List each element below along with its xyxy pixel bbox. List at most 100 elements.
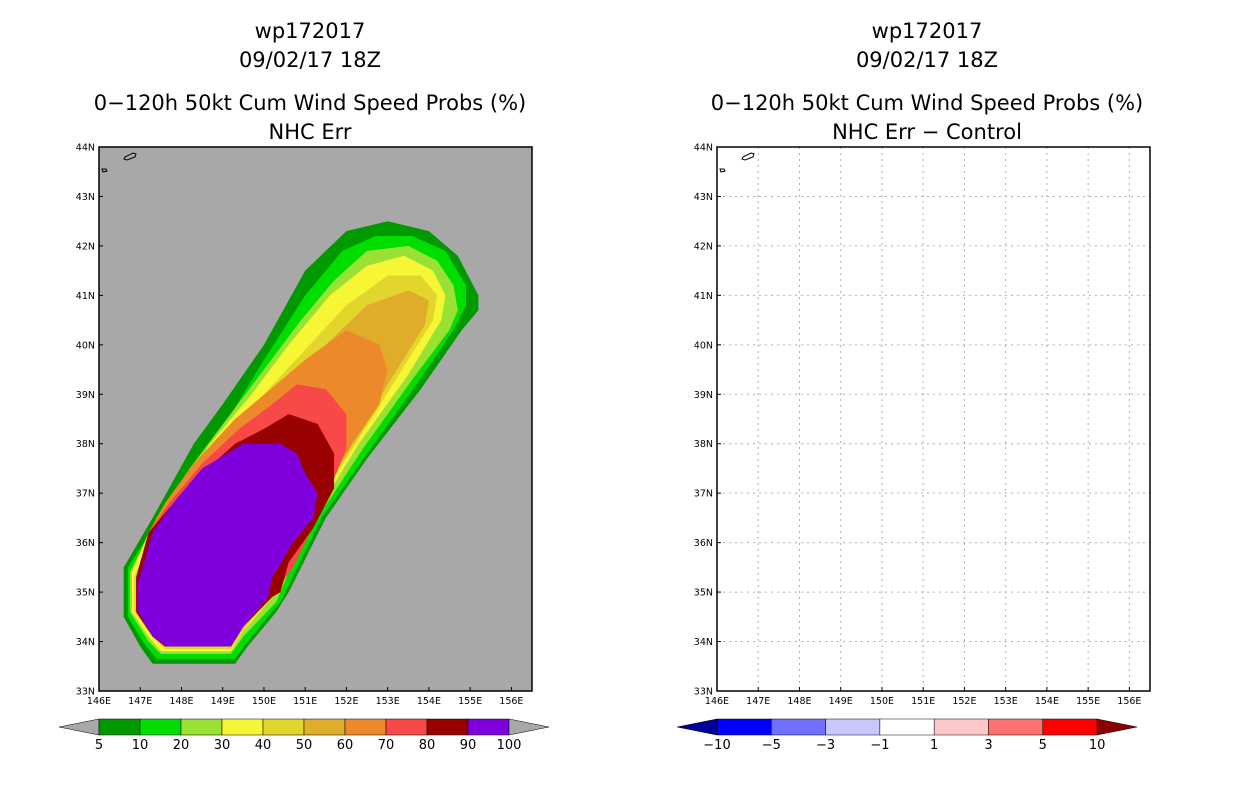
left-colorbar: 5 10 20 30 40 50 60 70 80 90 100 (58, 718, 550, 753)
x-tick-label: 154E (1035, 696, 1059, 707)
colorbar-segment (98, 718, 141, 736)
x-tick-label: 153E (994, 696, 1018, 707)
colorbar-segment (303, 718, 346, 736)
x-tick-label: 147E (128, 696, 152, 707)
left-y-ticks: 33N 34N 35N 36N 37N 38N 39N 40N 41N 42N 43N 44N (76, 143, 103, 698)
colorbar-under-triangle (58, 718, 100, 736)
colorbar-segment (933, 718, 989, 736)
y-tick-label: 42N (694, 241, 713, 252)
colorbar-label: 10 (1089, 738, 1106, 753)
left-island-small (101, 168, 108, 173)
y-tick-label: 42N (76, 241, 95, 252)
x-tick-label: 156E (499, 696, 523, 707)
y-tick-label: 33N (694, 687, 713, 698)
contour-90-percent (138, 443, 318, 647)
y-tick-label: 38N (76, 439, 95, 450)
colorbar-segment (825, 718, 881, 736)
x-tick-label: 149E (829, 696, 853, 707)
colorbar-label: −3 (816, 738, 835, 753)
colorbar-label: 20 (173, 738, 190, 753)
right-x-ticks: 146E 147E 148E 149E 150E 151E 152E 153E 154E 155E… (705, 687, 1141, 707)
y-tick-label: 41N (76, 291, 95, 302)
x-tick-label: 146E (705, 696, 729, 707)
y-tick-label: 40N (694, 340, 713, 351)
right-colorbar: −10 −5 −3 −1 1 3 5 10 (676, 718, 1138, 753)
y-tick-label: 35N (694, 588, 713, 599)
y-tick-label: 34N (76, 637, 95, 648)
left-map-frame (98, 146, 533, 692)
colorbar-segment (139, 718, 182, 736)
x-tick-label: 152E (952, 696, 976, 707)
x-tick-label: 150E (870, 696, 894, 707)
left-panel: wp172017 09/02/17 18Z 0−120h 50kt Cum Wi… (58, 19, 550, 753)
colorbar-segment (180, 718, 223, 736)
colorbar-label: 70 (378, 738, 395, 753)
y-tick-label: 44N (694, 143, 713, 154)
y-tick-label: 34N (694, 637, 713, 648)
y-tick-label: 36N (76, 538, 95, 549)
right-panel: wp172017 09/02/17 18Z 0−120h 50kt Cum Wi… (676, 19, 1151, 753)
right-y-ticks: 33N 34N 35N 36N 37N 38N 39N 40N 41N 42N 43N 44N (694, 143, 721, 698)
colorbar-label: 80 (419, 738, 436, 753)
x-tick-label: 150E (252, 696, 276, 707)
x-tick-label: 147E (746, 696, 770, 707)
y-tick-label: 43N (694, 192, 713, 203)
colorbar-over-triangle (508, 718, 550, 736)
x-tick-label: 148E (169, 696, 193, 707)
left-title-experiment: NHC Err (268, 120, 351, 144)
colorbar-label: 10 (132, 738, 149, 753)
y-tick-label: 40N (76, 340, 95, 351)
right-map-frame (716, 146, 1151, 692)
x-tick-label: 152E (334, 696, 358, 707)
colorbar-segment (426, 718, 469, 736)
colorbar-segment (262, 718, 305, 736)
x-tick-label: 149E (211, 696, 235, 707)
x-tick-label: 151E (911, 696, 935, 707)
left-island-large (123, 152, 137, 161)
left-title-storm: wp172017 (255, 19, 366, 43)
colorbar-label: 5 (95, 738, 103, 753)
y-tick-label: 39N (694, 390, 713, 401)
colorbar-label: 90 (460, 738, 477, 753)
colorbar-label: 30 (214, 738, 231, 753)
right-title-storm: wp172017 (872, 19, 983, 43)
right-island-large (741, 152, 755, 161)
colorbar-label: −10 (703, 738, 730, 753)
y-tick-label: 44N (76, 143, 95, 154)
x-tick-label: 155E (458, 696, 482, 707)
y-tick-label: 33N (76, 687, 95, 698)
right-island-small (719, 168, 726, 173)
y-tick-label: 41N (694, 291, 713, 302)
x-tick-label: 156E (1117, 696, 1141, 707)
y-tick-label: 37N (76, 489, 95, 500)
y-tick-label: 39N (76, 390, 95, 401)
colorbar-segment (988, 718, 1044, 736)
colorbar-label: 100 (497, 738, 522, 753)
x-tick-label: 151E (293, 696, 317, 707)
right-map-background (717, 147, 1150, 691)
y-tick-label: 43N (76, 192, 95, 203)
x-tick-label: 155E (1076, 696, 1100, 707)
colorbar-segment (716, 718, 772, 736)
colorbar-under-triangle (676, 718, 718, 736)
right-title-experiment: NHC Err − Control (832, 120, 1022, 144)
colorbar-label: 60 (337, 738, 354, 753)
y-tick-label: 36N (694, 538, 713, 549)
colorbar-label: 50 (296, 738, 313, 753)
colorbar-label: 40 (255, 738, 272, 753)
colorbar-segment (467, 718, 510, 736)
left-title-date: 09/02/17 18Z (239, 48, 381, 72)
y-tick-label: 37N (694, 489, 713, 500)
left-x-ticks: 146E 147E 148E 149E 150E 151E 152E 153E 154E 155E… (87, 687, 523, 707)
colorbar-segment (1042, 718, 1098, 736)
left-title-product: 0−120h 50kt Cum Wind Speed Probs (%) (94, 91, 526, 115)
right-title-product: 0−120h 50kt Cum Wind Speed Probs (%) (711, 91, 1143, 115)
colorbar-segment (221, 718, 264, 736)
x-tick-label: 146E (87, 696, 111, 707)
colorbar-label: 3 (984, 738, 992, 753)
x-tick-label: 148E (787, 696, 811, 707)
colorbar-segment (879, 718, 935, 736)
colorbar-over-triangle (1096, 718, 1138, 736)
colorbar-segment (344, 718, 387, 736)
